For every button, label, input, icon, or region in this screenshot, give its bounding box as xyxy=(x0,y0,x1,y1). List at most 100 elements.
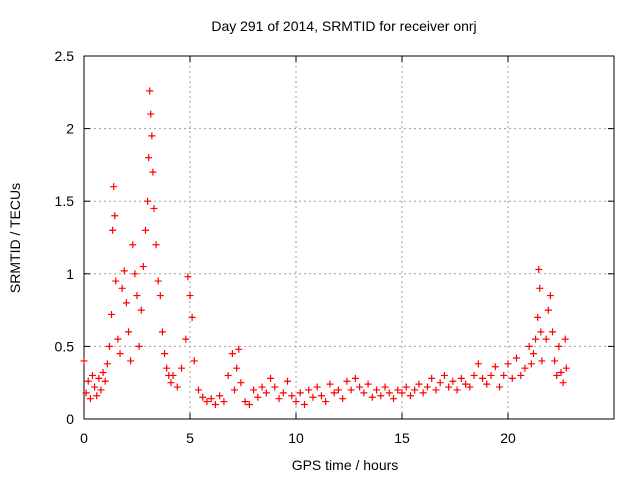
data-point xyxy=(154,277,162,285)
data-point xyxy=(317,392,325,400)
data-point xyxy=(351,374,359,382)
data-point xyxy=(360,389,368,397)
data-point xyxy=(228,350,236,358)
data-point xyxy=(145,154,153,162)
y-axis-label: SRMTID / TECUs xyxy=(7,183,23,293)
data-point xyxy=(536,284,544,292)
plot-area-frame xyxy=(83,55,615,420)
data-point xyxy=(406,392,414,400)
data-point xyxy=(479,374,487,382)
data-point xyxy=(347,386,355,394)
data-point xyxy=(326,380,334,388)
data-point xyxy=(110,183,118,191)
data-point xyxy=(521,364,529,372)
data-point xyxy=(432,386,440,394)
data-point xyxy=(139,263,147,271)
data-point xyxy=(80,357,88,365)
data-point xyxy=(474,360,482,368)
data-point xyxy=(211,400,219,408)
data-point xyxy=(258,383,266,391)
data-point xyxy=(148,132,156,140)
data-point xyxy=(203,398,211,406)
data-point xyxy=(542,335,550,343)
data-points xyxy=(80,87,570,408)
data-point xyxy=(182,335,190,343)
data-point xyxy=(199,393,207,401)
data-point xyxy=(538,357,546,365)
data-point xyxy=(111,212,119,220)
y-tick-label: 0.5 xyxy=(55,338,75,354)
data-point xyxy=(178,364,186,372)
data-point xyxy=(84,377,92,385)
x-tick-label: 15 xyxy=(394,430,410,446)
data-point xyxy=(535,265,543,273)
data-point xyxy=(377,392,385,400)
data-point xyxy=(235,345,243,353)
data-point xyxy=(97,386,105,394)
data-point xyxy=(544,306,552,314)
data-point xyxy=(390,395,398,403)
data-point xyxy=(309,393,317,401)
data-point xyxy=(491,363,499,371)
data-point xyxy=(271,383,279,391)
data-point xyxy=(339,395,347,403)
data-point xyxy=(194,386,202,394)
data-point xyxy=(296,389,304,397)
data-point xyxy=(411,386,419,394)
data-point xyxy=(517,371,525,379)
data-point xyxy=(147,110,155,118)
data-point xyxy=(462,380,470,388)
y-tick-label: 2 xyxy=(66,121,74,137)
data-point xyxy=(356,383,364,391)
data-point xyxy=(127,357,135,365)
data-point xyxy=(161,350,169,358)
data-point xyxy=(292,398,300,406)
chart-title: Day 291 of 2014, SRMTID for receiver onr… xyxy=(211,18,476,34)
data-point xyxy=(557,369,565,377)
data-point xyxy=(546,292,554,300)
data-point xyxy=(343,377,351,385)
data-point xyxy=(305,386,313,394)
data-point xyxy=(163,364,171,372)
data-point xyxy=(158,328,166,336)
data-point xyxy=(322,398,330,406)
data-point xyxy=(525,342,533,350)
data-point xyxy=(207,395,215,403)
data-point xyxy=(508,374,516,382)
y-tick-label: 1.5 xyxy=(55,193,75,209)
data-point xyxy=(534,313,542,321)
data-point xyxy=(373,386,381,394)
data-point xyxy=(91,383,99,391)
data-point xyxy=(394,386,402,394)
x-axis-ticks: 0 5 10 15 20 xyxy=(80,56,516,446)
data-point xyxy=(381,383,389,391)
data-point xyxy=(496,383,504,391)
data-point xyxy=(483,380,491,388)
x-axis-label: GPS time / hours xyxy=(292,457,399,473)
data-point xyxy=(313,383,321,391)
data-point xyxy=(116,350,124,358)
data-point xyxy=(237,379,245,387)
data-point xyxy=(169,371,177,379)
data-point xyxy=(120,267,128,275)
data-point xyxy=(487,371,495,379)
data-point xyxy=(108,310,116,318)
data-point xyxy=(112,277,120,285)
data-point xyxy=(250,386,258,394)
data-point xyxy=(82,389,90,397)
data-point xyxy=(512,354,520,362)
data-point xyxy=(184,273,192,281)
data-point xyxy=(114,335,122,343)
data-point xyxy=(529,350,537,358)
data-point xyxy=(99,369,107,377)
data-point xyxy=(152,241,160,249)
data-point xyxy=(527,360,535,368)
data-point xyxy=(109,226,117,234)
data-point xyxy=(449,377,457,385)
data-point xyxy=(453,386,461,394)
data-point xyxy=(233,364,241,372)
data-point xyxy=(440,371,448,379)
data-point xyxy=(125,328,133,336)
data-point xyxy=(504,360,512,368)
